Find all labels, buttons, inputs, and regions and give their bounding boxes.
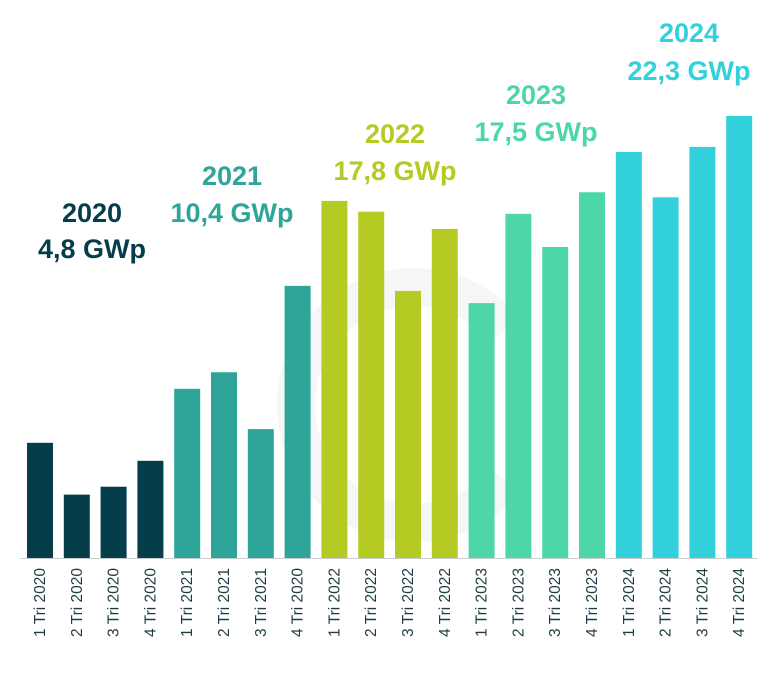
annotation-total-2020: 4,8 GWp [38,234,146,264]
bar-3-tri-2024 [689,146,716,558]
annotation-year-2023: 2023 [506,80,566,110]
x-tick-label: 4 Tri 2023 [584,568,601,637]
x-tick-label: 1 Tri 2024 [621,568,638,637]
annotation-total-2021: 10,4 GWp [170,198,293,228]
x-tick-label: 4 Tri 2020 [290,568,307,637]
bar-3-tri-2021 [247,429,274,558]
x-tick-label: 1 Tri 2023 [474,568,491,637]
annotation-year-2021: 2021 [202,161,262,191]
bar-4-tri-2022 [431,228,458,558]
x-tick-label: 2 Tri 2024 [658,568,675,637]
annotation-total-2022: 17,8 GWp [333,156,456,186]
x-tick-label: 4 Tri 2020 [142,568,159,637]
x-tick-label: 3 Tri 2020 [106,568,123,637]
bar-2-tri-2020 [63,494,90,558]
bar-4-tri-2023 [579,192,605,559]
x-tick-label: 1 Tri 2021 [179,568,196,637]
bar-1-tri-2020 [27,442,53,558]
bar-1-tri-2023 [468,303,495,558]
bar-2-tri-2022 [358,211,385,558]
bar-4-tri-2020 [284,285,311,558]
annotation-year-2020: 2020 [62,198,122,228]
x-tick-label: 3 Tri 2021 [253,568,270,637]
bar-4-tri-2024 [726,115,753,559]
annotation-year-2022: 2022 [365,119,425,149]
bar-3-tri-2020 [100,486,127,558]
x-tick-label: 3 Tri 2024 [694,568,711,637]
bar-1-tri-2024 [615,151,642,559]
x-tick-label: 4 Tri 2022 [437,568,454,637]
annotation-year-2024: 2024 [659,18,719,48]
bar-2-tri-2023 [505,213,532,558]
x-tick-label: 3 Tri 2022 [400,568,417,637]
x-tick-label: 2 Tri 2023 [510,568,527,637]
bar-2-tri-2021 [211,372,237,558]
x-tick-label: 2 Tri 2020 [69,568,86,637]
x-tick-label: 1 Tri 2022 [326,568,343,637]
x-tick-label: 4 Tri 2024 [731,568,748,637]
x-tick-label: 1 Tri 2020 [32,568,49,637]
annotation-total-2023: 17,5 GWp [474,117,597,147]
bar-4-tri-2020 [137,460,164,558]
bar-2-tri-2024 [652,197,679,558]
x-tick-label: 2 Tri 2022 [363,568,380,637]
annotation-total-2024: 22,3 GWp [627,56,750,86]
x-tick-label: 3 Tri 2023 [547,568,564,637]
bar-1-tri-2022 [321,200,348,558]
bar-3-tri-2022 [395,290,421,558]
bar-1-tri-2021 [174,388,201,558]
x-tick-label: 2 Tri 2021 [216,568,233,637]
bar-3-tri-2023 [542,246,569,558]
